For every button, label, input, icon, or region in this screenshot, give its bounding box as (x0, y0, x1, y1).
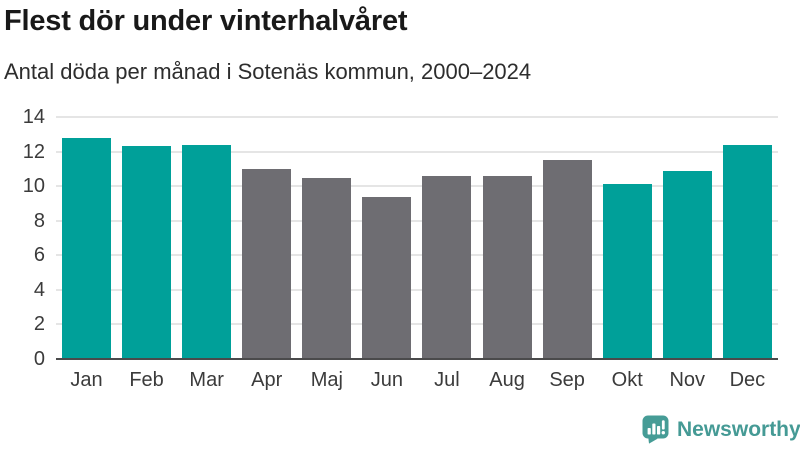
x-tick-label-maj: Maj (310, 369, 343, 391)
gridline-6 (56, 254, 778, 257)
y-tick-label-10: 10 (22, 175, 45, 198)
x-axis-line (56, 357, 778, 360)
bar-mar (182, 144, 232, 359)
newsworthy-logo: Newsworthy (642, 415, 800, 444)
y-tick-label-8: 8 (33, 209, 45, 232)
y-tick-label-2: 2 (33, 313, 45, 336)
y-tick-label-14: 14 (22, 106, 45, 128)
gridline-14 (56, 116, 778, 118)
bar-aug (482, 175, 532, 359)
y-tick-label-4: 4 (33, 278, 45, 301)
bar-nov (662, 170, 712, 359)
gridline-4 (56, 288, 778, 291)
bar-jun (362, 196, 412, 359)
x-tick-label-mar: Mar (189, 369, 224, 391)
x-axis-labels: Jan Feb Mar Apr Maj Jun Jul Aug Sep Okt Nov Dec (56, 369, 778, 391)
bar-jul (422, 175, 472, 359)
gridline-8 (56, 219, 778, 222)
newsworthy-logo-text: Newsworthy (677, 417, 800, 441)
x-tick-label-nov: Nov (669, 369, 706, 391)
x-tick-label-jun: Jun (370, 369, 404, 391)
x-tick-label-jul: Jul (434, 369, 460, 391)
chart-title: Flest dör under vinterhalvåret (4, 5, 408, 37)
bar-dec (722, 144, 772, 359)
gridline-10 (56, 185, 778, 188)
x-tick-label-apr: Apr (251, 369, 283, 391)
bar-sep (542, 160, 592, 359)
x-tick-label-okt: Okt (611, 369, 643, 391)
bar-apr (242, 168, 292, 359)
bar-okt (602, 184, 652, 359)
bar-feb (122, 146, 172, 359)
newsworthy-logo-icon (642, 415, 669, 444)
bar-maj (302, 177, 352, 359)
y-tick-label-6: 6 (33, 244, 45, 267)
gridline-2 (56, 323, 778, 326)
x-tick-label-sep: Sep (549, 369, 585, 391)
bar-chart-plot: 0 2 4 6 8 10 12 14 Jan Feb Mar Apr Maj Jun Jul Aug Sep Ok… (23, 107, 778, 391)
bars-group (56, 117, 778, 359)
gridline-12 (56, 150, 778, 153)
chart-subtitle: Antal döda per månad i Sotenäs kommun, 2… (4, 59, 532, 84)
x-tick-label-feb: Feb (129, 369, 164, 391)
y-tick-label-12: 12 (22, 140, 45, 163)
bar-jan (62, 137, 111, 359)
x-tick-label-dec: Dec (729, 369, 766, 391)
x-tick-label-aug: Aug (489, 369, 525, 391)
x-tick-label-jan: Jan (70, 369, 103, 391)
y-tick-label-0: 0 (33, 348, 45, 370)
